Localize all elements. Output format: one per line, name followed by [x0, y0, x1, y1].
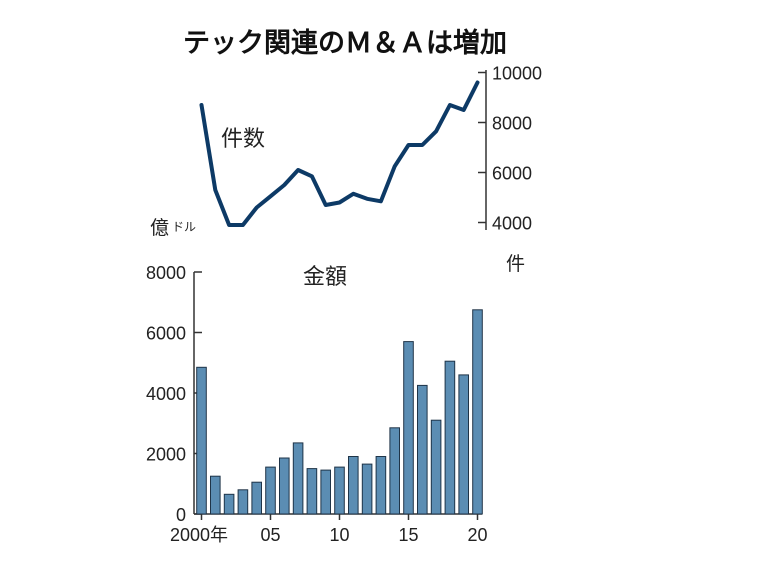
count-line: [199, 80, 480, 227]
count-unit-label: 件: [506, 253, 525, 275]
year-x-tick-label: 10: [329, 525, 349, 545]
amount-bar: [389, 427, 400, 515]
amount-y-ticks: 0 2000 4000 6000 8000: [146, 263, 202, 525]
amount-bar: [458, 374, 469, 515]
count-y-tick-label: 8000: [492, 114, 532, 134]
amount-bar: [375, 456, 387, 515]
amount-unit-sublabel: ドル: [172, 220, 196, 234]
amount-bar: [306, 468, 318, 515]
amount-bars: [196, 309, 483, 515]
amount-bar: [320, 469, 331, 515]
amount-bar: [348, 456, 359, 515]
count-line-panel: 4000 6000 8000 10000 件数 件: [199, 64, 542, 275]
amount-bar: [361, 463, 373, 515]
count-y-tick-label: 6000: [492, 164, 532, 184]
year-x-tick-label: 15: [398, 525, 418, 545]
amount-bar: [196, 366, 207, 515]
amount-bar: [223, 493, 235, 515]
amount-bar-panel: 0 2000 4000 6000 8000 2000年 05 10 15 20 金額 億 ドル: [146, 217, 488, 545]
count-y-tick-label: 10000: [492, 64, 542, 84]
amount-bar: [210, 475, 221, 515]
amount-bar: [430, 419, 442, 515]
year-x-ticks: 2000年 05 10 15 20: [170, 514, 488, 545]
amount-series-label: 金額: [303, 265, 347, 290]
amount-unit-label: 億: [150, 217, 169, 239]
year-x-tick-label: 2000年: [170, 525, 228, 545]
amount-y-tick-label: 8000: [146, 263, 186, 283]
amount-y-tick-label: 0: [176, 505, 186, 525]
amount-bar: [292, 442, 304, 515]
count-series-label: 件数: [221, 127, 265, 152]
year-x-tick-label: 05: [260, 525, 280, 545]
chart-title: テック関連のＭ＆Ａは増加: [183, 27, 507, 59]
amount-y-tick-label: 6000: [146, 324, 186, 344]
count-y-ticks: 4000 6000 8000 10000: [478, 64, 542, 234]
amount-bar: [403, 341, 414, 515]
amount-bar: [334, 466, 345, 515]
amount-bar: [417, 384, 428, 515]
count-y-tick-label: 4000: [492, 214, 532, 234]
amount-bar: [265, 466, 276, 515]
amount-bar: [237, 489, 249, 515]
year-x-tick-label: 20: [467, 525, 487, 545]
amount-bar: [472, 309, 483, 515]
amount-bar: [279, 457, 290, 515]
amount-bar: [251, 481, 262, 515]
amount-y-tick-label: 2000: [146, 445, 186, 465]
amount-y-tick-label: 4000: [146, 384, 186, 404]
amount-bar: [444, 360, 456, 515]
